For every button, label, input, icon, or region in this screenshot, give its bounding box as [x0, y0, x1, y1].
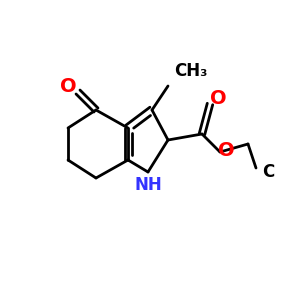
Text: CH₃: CH₃: [174, 62, 207, 80]
Text: O: O: [218, 140, 234, 160]
Text: O: O: [60, 76, 76, 95]
Text: C: C: [262, 163, 274, 181]
Text: O: O: [210, 88, 226, 107]
Text: NH: NH: [134, 176, 162, 194]
